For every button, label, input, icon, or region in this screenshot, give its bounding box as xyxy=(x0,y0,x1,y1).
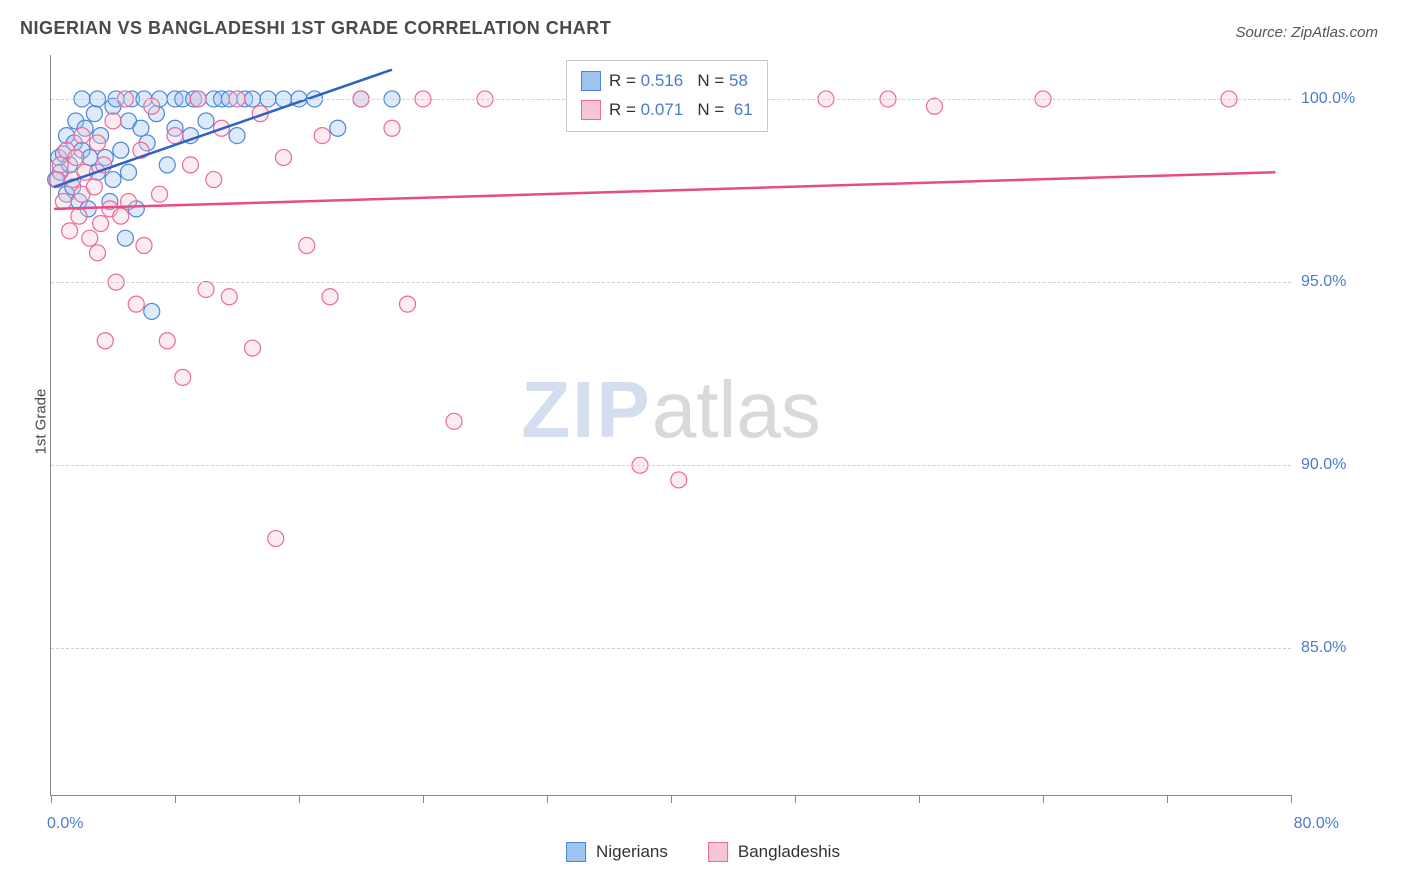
chart-container: NIGERIAN VS BANGLADESHI 1ST GRADE CORREL… xyxy=(0,0,1406,892)
data-point xyxy=(221,289,237,305)
data-point xyxy=(229,128,245,144)
data-point xyxy=(128,296,144,312)
data-point xyxy=(152,186,168,202)
data-point xyxy=(167,128,183,144)
x-tick xyxy=(671,795,672,803)
data-point xyxy=(86,106,102,122)
data-point xyxy=(86,179,102,195)
data-point xyxy=(384,120,400,136)
y-tick-label: 100.0% xyxy=(1301,90,1391,108)
stats-legend: R = 0.516 N = 58R = 0.071 N = 61 xyxy=(566,60,768,132)
data-point xyxy=(71,208,87,224)
data-point xyxy=(175,369,191,385)
x-tick xyxy=(919,795,920,803)
legend-swatch xyxy=(581,100,601,120)
data-point xyxy=(93,216,109,232)
data-point xyxy=(322,289,338,305)
data-point xyxy=(159,157,175,173)
data-point xyxy=(136,237,152,253)
data-point xyxy=(159,333,175,349)
data-point xyxy=(90,135,106,151)
data-point xyxy=(113,142,129,158)
data-point xyxy=(90,245,106,261)
data-point xyxy=(82,230,98,246)
data-point xyxy=(198,281,214,297)
legend-swatch xyxy=(708,842,728,862)
data-point xyxy=(671,472,687,488)
x-tick xyxy=(1167,795,1168,803)
x-tick xyxy=(51,795,52,803)
data-point xyxy=(133,120,149,136)
legend-item: Nigerians xyxy=(566,842,668,862)
data-point xyxy=(105,113,121,129)
x-tick xyxy=(1291,795,1292,803)
data-point xyxy=(400,296,416,312)
y-tick-label: 90.0% xyxy=(1301,456,1391,474)
data-point xyxy=(314,128,330,144)
source-label: Source: ZipAtlas.com xyxy=(1235,24,1378,41)
data-point xyxy=(198,113,214,129)
data-point xyxy=(206,172,222,188)
data-point xyxy=(276,150,292,166)
data-point xyxy=(927,98,943,114)
gridline xyxy=(51,282,1291,283)
x-tick xyxy=(547,795,548,803)
gridline xyxy=(51,465,1291,466)
x-end-label: 0.0% xyxy=(47,815,83,833)
data-point xyxy=(55,194,71,210)
data-point xyxy=(117,230,133,246)
x-tick xyxy=(175,795,176,803)
plot-area: ZIPatlas 85.0%90.0%95.0%100.0%0.0%80.0%R… xyxy=(50,55,1291,796)
x-tick xyxy=(423,795,424,803)
data-point xyxy=(74,128,90,144)
data-point xyxy=(113,208,129,224)
x-end-label: 80.0% xyxy=(1294,815,1339,833)
data-point xyxy=(446,413,462,429)
data-point xyxy=(144,303,160,319)
data-point xyxy=(183,157,199,173)
x-tick xyxy=(795,795,796,803)
x-tick xyxy=(299,795,300,803)
gridline xyxy=(51,648,1291,649)
data-point xyxy=(268,531,284,547)
legend-label: Bangladeshis xyxy=(738,842,840,862)
data-point xyxy=(97,333,113,349)
data-point xyxy=(144,98,160,114)
y-axis-label: 1st Grade xyxy=(32,389,49,455)
stats-legend-row: R = 0.516 N = 58 xyxy=(581,67,753,96)
y-tick-label: 85.0% xyxy=(1301,639,1391,657)
data-point xyxy=(52,157,68,173)
data-point xyxy=(68,150,84,166)
data-point xyxy=(245,340,261,356)
legend-label: Nigerians xyxy=(596,842,668,862)
stats-legend-row: R = 0.071 N = 61 xyxy=(581,96,753,125)
chart-svg xyxy=(51,55,1291,795)
legend-item: Bangladeshis xyxy=(708,842,840,862)
chart-title: NIGERIAN VS BANGLADESHI 1ST GRADE CORREL… xyxy=(20,18,611,39)
bottom-legend: Nigerians Bangladeshis xyxy=(566,842,840,862)
data-point xyxy=(299,237,315,253)
x-tick xyxy=(1043,795,1044,803)
data-point xyxy=(105,172,121,188)
data-point xyxy=(62,223,78,239)
y-tick-label: 95.0% xyxy=(1301,273,1391,291)
trend-line xyxy=(54,172,1275,209)
legend-swatch xyxy=(566,842,586,862)
data-point xyxy=(330,120,346,136)
legend-swatch xyxy=(581,71,601,91)
data-point xyxy=(121,164,137,180)
